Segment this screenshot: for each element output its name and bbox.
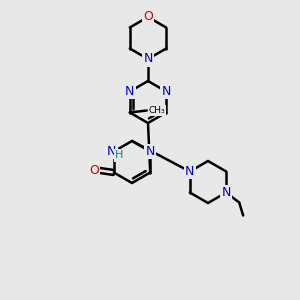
Text: N: N	[125, 85, 134, 98]
Text: N: N	[146, 145, 155, 158]
Text: N: N	[143, 52, 153, 65]
Text: O: O	[143, 11, 153, 23]
Text: O: O	[89, 164, 99, 177]
Text: H: H	[115, 151, 123, 160]
Text: N: N	[161, 85, 171, 98]
Text: N: N	[185, 165, 194, 178]
Text: CH₃: CH₃	[149, 106, 165, 115]
Text: N: N	[221, 186, 231, 199]
Text: N: N	[107, 145, 116, 158]
